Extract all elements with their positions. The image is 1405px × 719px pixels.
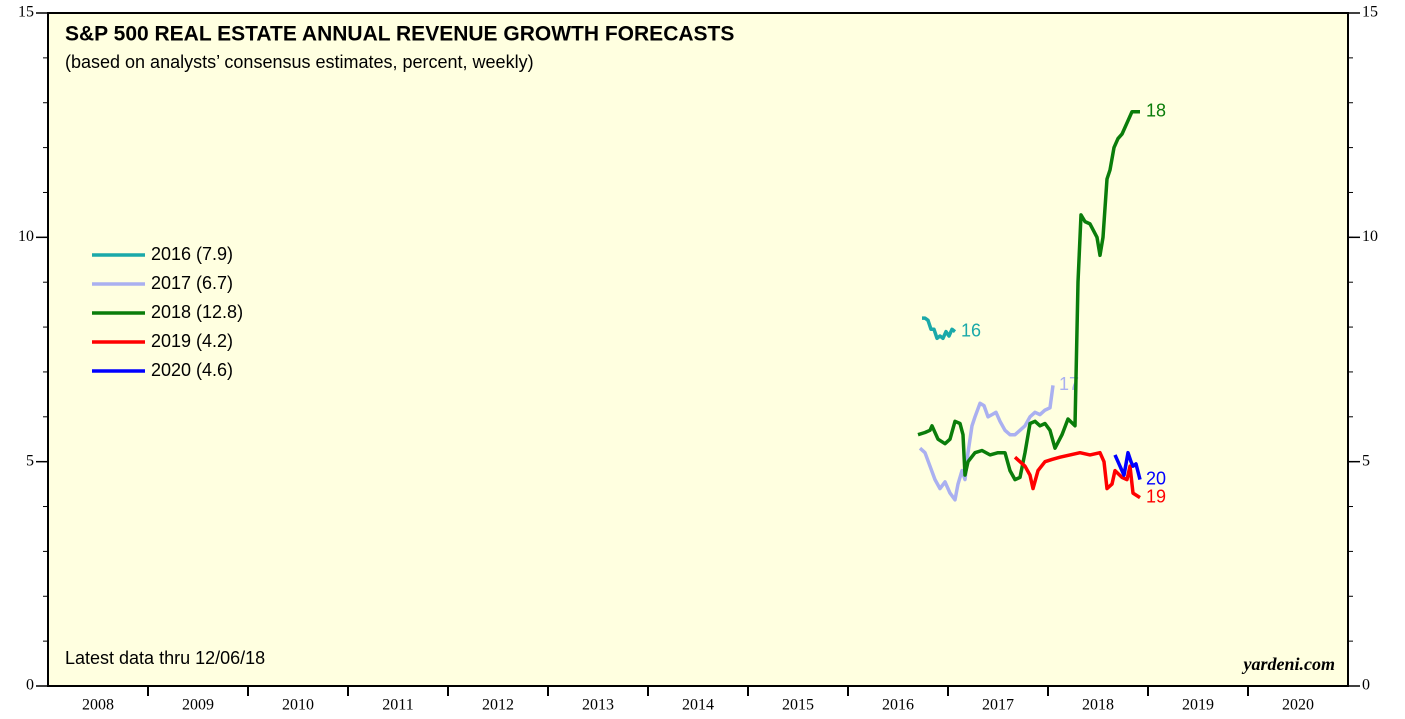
y2-tick-label: 15: [1362, 4, 1378, 21]
source: yardeni.com: [1242, 654, 1336, 674]
x-tick-label: 2016: [882, 697, 914, 714]
x-tick-label: 2009: [182, 697, 214, 714]
y-tick-label: 10: [18, 228, 34, 245]
y2-tick-label: 0: [1362, 677, 1370, 694]
y2-tick-label: 5: [1362, 452, 1370, 469]
chart-title: S&P 500 REAL ESTATE ANNUAL REVENUE GROWT…: [65, 23, 734, 46]
legend-label: 2020 (4.6): [151, 360, 233, 380]
legend-label: 2019 (4.2): [151, 331, 233, 351]
plot-area: [47, 12, 1349, 687]
x-tick-label: 2019: [1182, 697, 1214, 714]
series-line: [922, 316, 957, 341]
end-label: 16: [961, 320, 981, 340]
x-tick-label: 2011: [382, 697, 413, 714]
series-line: [1013, 450, 1141, 500]
chart-subtitle: (based on analysts’ consensus estimates,…: [65, 52, 534, 72]
end-label: 20: [1146, 468, 1166, 488]
x-tick-label: 2017: [982, 697, 1014, 714]
x-tick-label: 2010: [282, 697, 314, 714]
y-tick-label: 5: [26, 452, 34, 469]
x-tick-label: 2012: [482, 697, 514, 714]
x-tick-label: 2013: [582, 697, 614, 714]
x-tick-label: 2018: [1082, 697, 1114, 714]
end-label: 19: [1146, 486, 1166, 506]
x-tick-label: 2008: [82, 697, 114, 714]
x-tick-label: 2020: [1282, 697, 1314, 714]
end-label: 18: [1146, 100, 1166, 120]
series-line: [1113, 450, 1142, 481]
legend-label: 2016 (7.9): [151, 244, 233, 264]
y-tick-label: 15: [18, 4, 34, 21]
legend-label: 2017 (6.7): [151, 273, 233, 293]
series-line: [917, 109, 1140, 482]
series-line: [918, 385, 1055, 502]
y2-tick-label: 10: [1362, 228, 1378, 245]
y-tick-label: 0: [26, 677, 34, 694]
legend-label: 2018 (12.8): [151, 302, 243, 322]
x-tick-label: 2014: [682, 697, 714, 714]
note: Latest data thru 12/06/18: [65, 648, 265, 668]
x-tick-label: 2015: [782, 697, 814, 714]
